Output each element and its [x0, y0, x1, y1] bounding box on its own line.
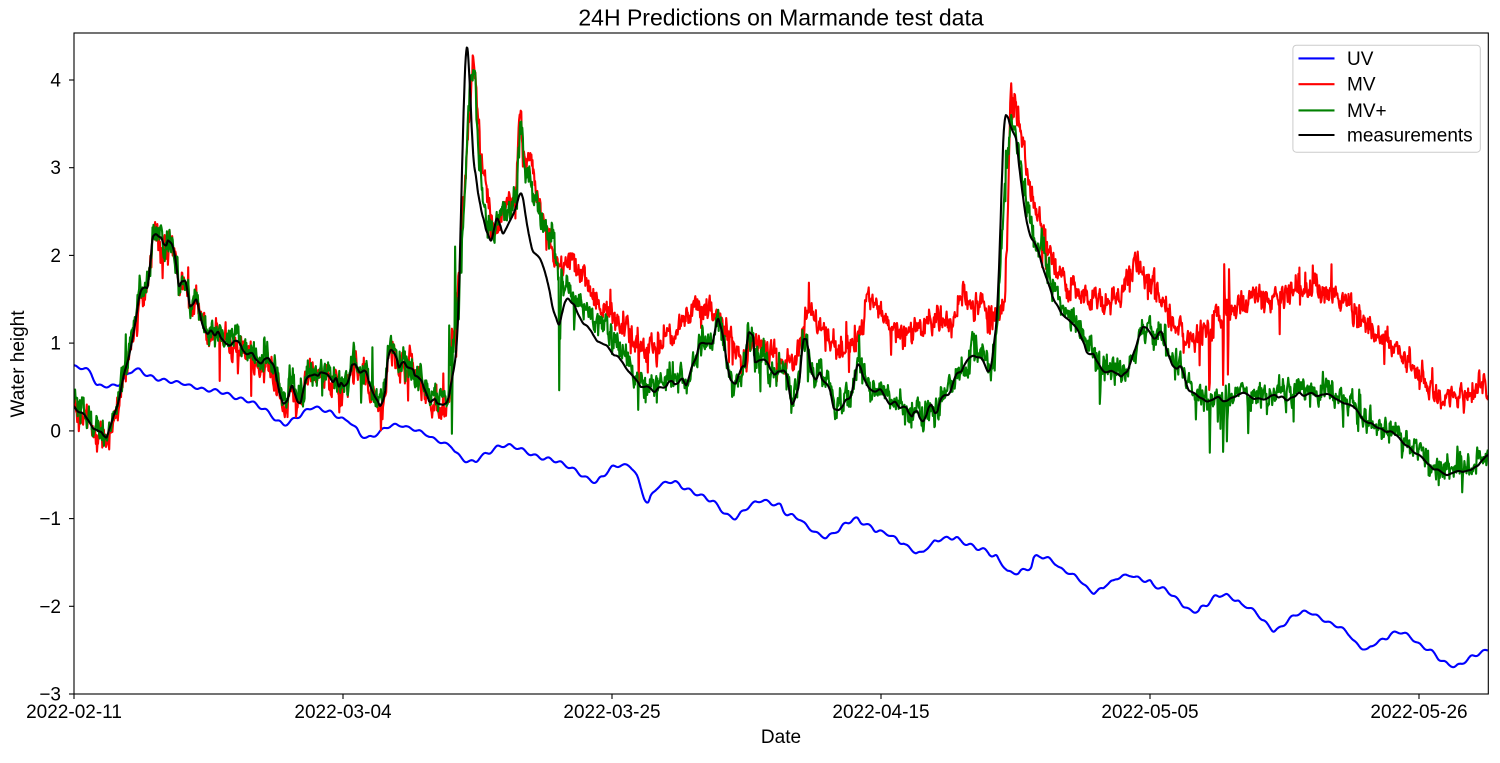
svg-text:2022-05-26: 2022-05-26	[1370, 702, 1467, 723]
svg-text:MV+: MV+	[1347, 101, 1387, 122]
svg-text:2022-02-11: 2022-02-11	[26, 702, 122, 723]
svg-text:−3: −3	[39, 685, 61, 706]
svg-text:2022-04-15: 2022-04-15	[832, 702, 929, 723]
svg-text:Date: Date	[761, 727, 801, 748]
svg-text:1: 1	[50, 334, 61, 355]
svg-text:24H Predictions on Marmande te: 24H Predictions on Marmande test data	[578, 5, 983, 31]
svg-text:4: 4	[50, 71, 61, 92]
svg-text:−2: −2	[39, 597, 61, 618]
svg-text:2022-03-04: 2022-03-04	[294, 702, 392, 723]
svg-text:UV: UV	[1347, 49, 1374, 70]
svg-text:3: 3	[50, 158, 61, 179]
svg-text:MV: MV	[1347, 75, 1376, 96]
svg-text:−1: −1	[39, 509, 61, 530]
svg-text:2: 2	[50, 246, 61, 267]
svg-text:0: 0	[50, 421, 61, 442]
svg-text:measurements: measurements	[1347, 126, 1473, 147]
svg-text:2022-03-25: 2022-03-25	[563, 702, 660, 723]
svg-text:2022-05-05: 2022-05-05	[1101, 702, 1198, 723]
svg-text:Water height: Water height	[8, 310, 29, 418]
